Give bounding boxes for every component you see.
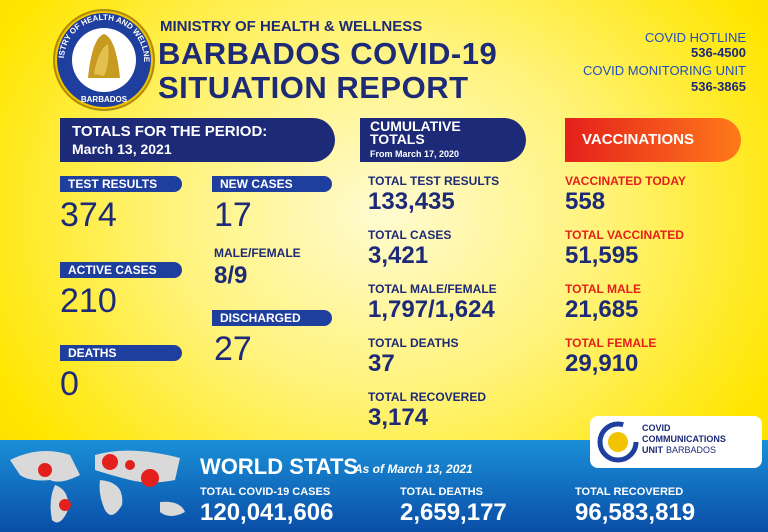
label-bar: DEATHS <box>60 345 182 361</box>
label: TOTAL RECOVERED <box>368 390 487 404</box>
label: TOTAL RECOVERED <box>575 486 684 498</box>
world-as-of: As of March 13, 2021 <box>354 462 473 476</box>
value: 3,421 <box>368 242 429 269</box>
world-map <box>10 450 185 523</box>
comms-line1: COVID <box>642 423 671 433</box>
value: 1,797/1,624 <box>368 296 495 323</box>
comms-line4: BARBADOS <box>666 445 717 455</box>
value: 29,910 <box>565 350 639 377</box>
vaccinations-heading: VACCINATIONS <box>582 131 694 148</box>
cumulative-heading: CUMULATIVE <box>370 118 461 134</box>
comms-logo-icon <box>597 421 639 463</box>
value: 27 <box>214 330 252 368</box>
value: 210 <box>60 282 117 320</box>
label: MALE/FEMALE <box>214 246 301 260</box>
logo-country: BARBADOS <box>81 95 128 104</box>
period-header <box>60 118 335 162</box>
value: 3,174 <box>368 404 429 431</box>
monitoring-label: COVID MONITORING UNIT <box>583 63 746 78</box>
label: TOTAL MALE/FEMALE <box>368 282 497 296</box>
value: 96,583,819 <box>575 499 696 526</box>
label: TOTAL COVID-19 CASES <box>200 486 331 498</box>
label-bar: NEW CASES <box>212 176 332 192</box>
label: TOTAL FEMALE <box>565 336 657 350</box>
value: 17 <box>214 196 252 234</box>
value: 51,595 <box>565 242 639 269</box>
label: TOTAL CASES <box>368 228 452 242</box>
label: VACCINATED TODAY <box>565 174 686 188</box>
title-line2: SITUATION REPORT <box>158 70 469 105</box>
label: TOTAL MALE <box>565 282 641 296</box>
hotline-number: 536-4500 <box>691 45 746 60</box>
cumulative-heading: TOTALS <box>370 131 425 147</box>
label-bar: ACTIVE CASES <box>60 262 182 278</box>
ministry-logo: MINISTRY OF HEALTH AND WELLNESS BARBADOS <box>52 8 155 111</box>
label: TOTAL DEATHS <box>368 336 459 350</box>
cumulative-header <box>360 118 526 162</box>
ministry: MINISTRY OF HEALTH & WELLNESS <box>160 18 423 35</box>
cumulative-subheading: From March 17, 2020 <box>370 149 460 159</box>
period-heading: TOTALS FOR THE PERIOD: <box>72 123 268 140</box>
value: 133,435 <box>368 188 455 215</box>
value: 37 <box>368 350 395 377</box>
monitoring-number: 536-3865 <box>691 79 746 94</box>
value: 8/9 <box>214 262 248 289</box>
title-line1: BARBADOS COVID-19 <box>158 36 498 71</box>
value: 558 <box>565 188 606 215</box>
label: TOTAL DEATHS <box>400 486 483 498</box>
label: TOTAL TEST RESULTS <box>368 174 500 188</box>
value: 120,041,606 <box>200 499 334 526</box>
hotline-label: COVID HOTLINE <box>644 30 746 45</box>
value: 0 <box>60 365 79 403</box>
label-bar: DISCHARGED <box>212 310 332 326</box>
world-heading: WORLD STATS <box>200 454 359 479</box>
period-date: March 13, 2021 <box>72 141 172 157</box>
value: 21,685 <box>565 296 639 323</box>
value: 374 <box>60 196 117 234</box>
label-bar: TEST RESULTS <box>60 176 182 192</box>
vaccinations-header <box>565 118 741 162</box>
comms-line3: UNIT <box>642 445 663 455</box>
comms-line2: COMMUNICATIONS <box>642 434 726 444</box>
value: 2,659,177 <box>400 499 507 526</box>
label: TOTAL VACCINATED <box>565 228 684 242</box>
